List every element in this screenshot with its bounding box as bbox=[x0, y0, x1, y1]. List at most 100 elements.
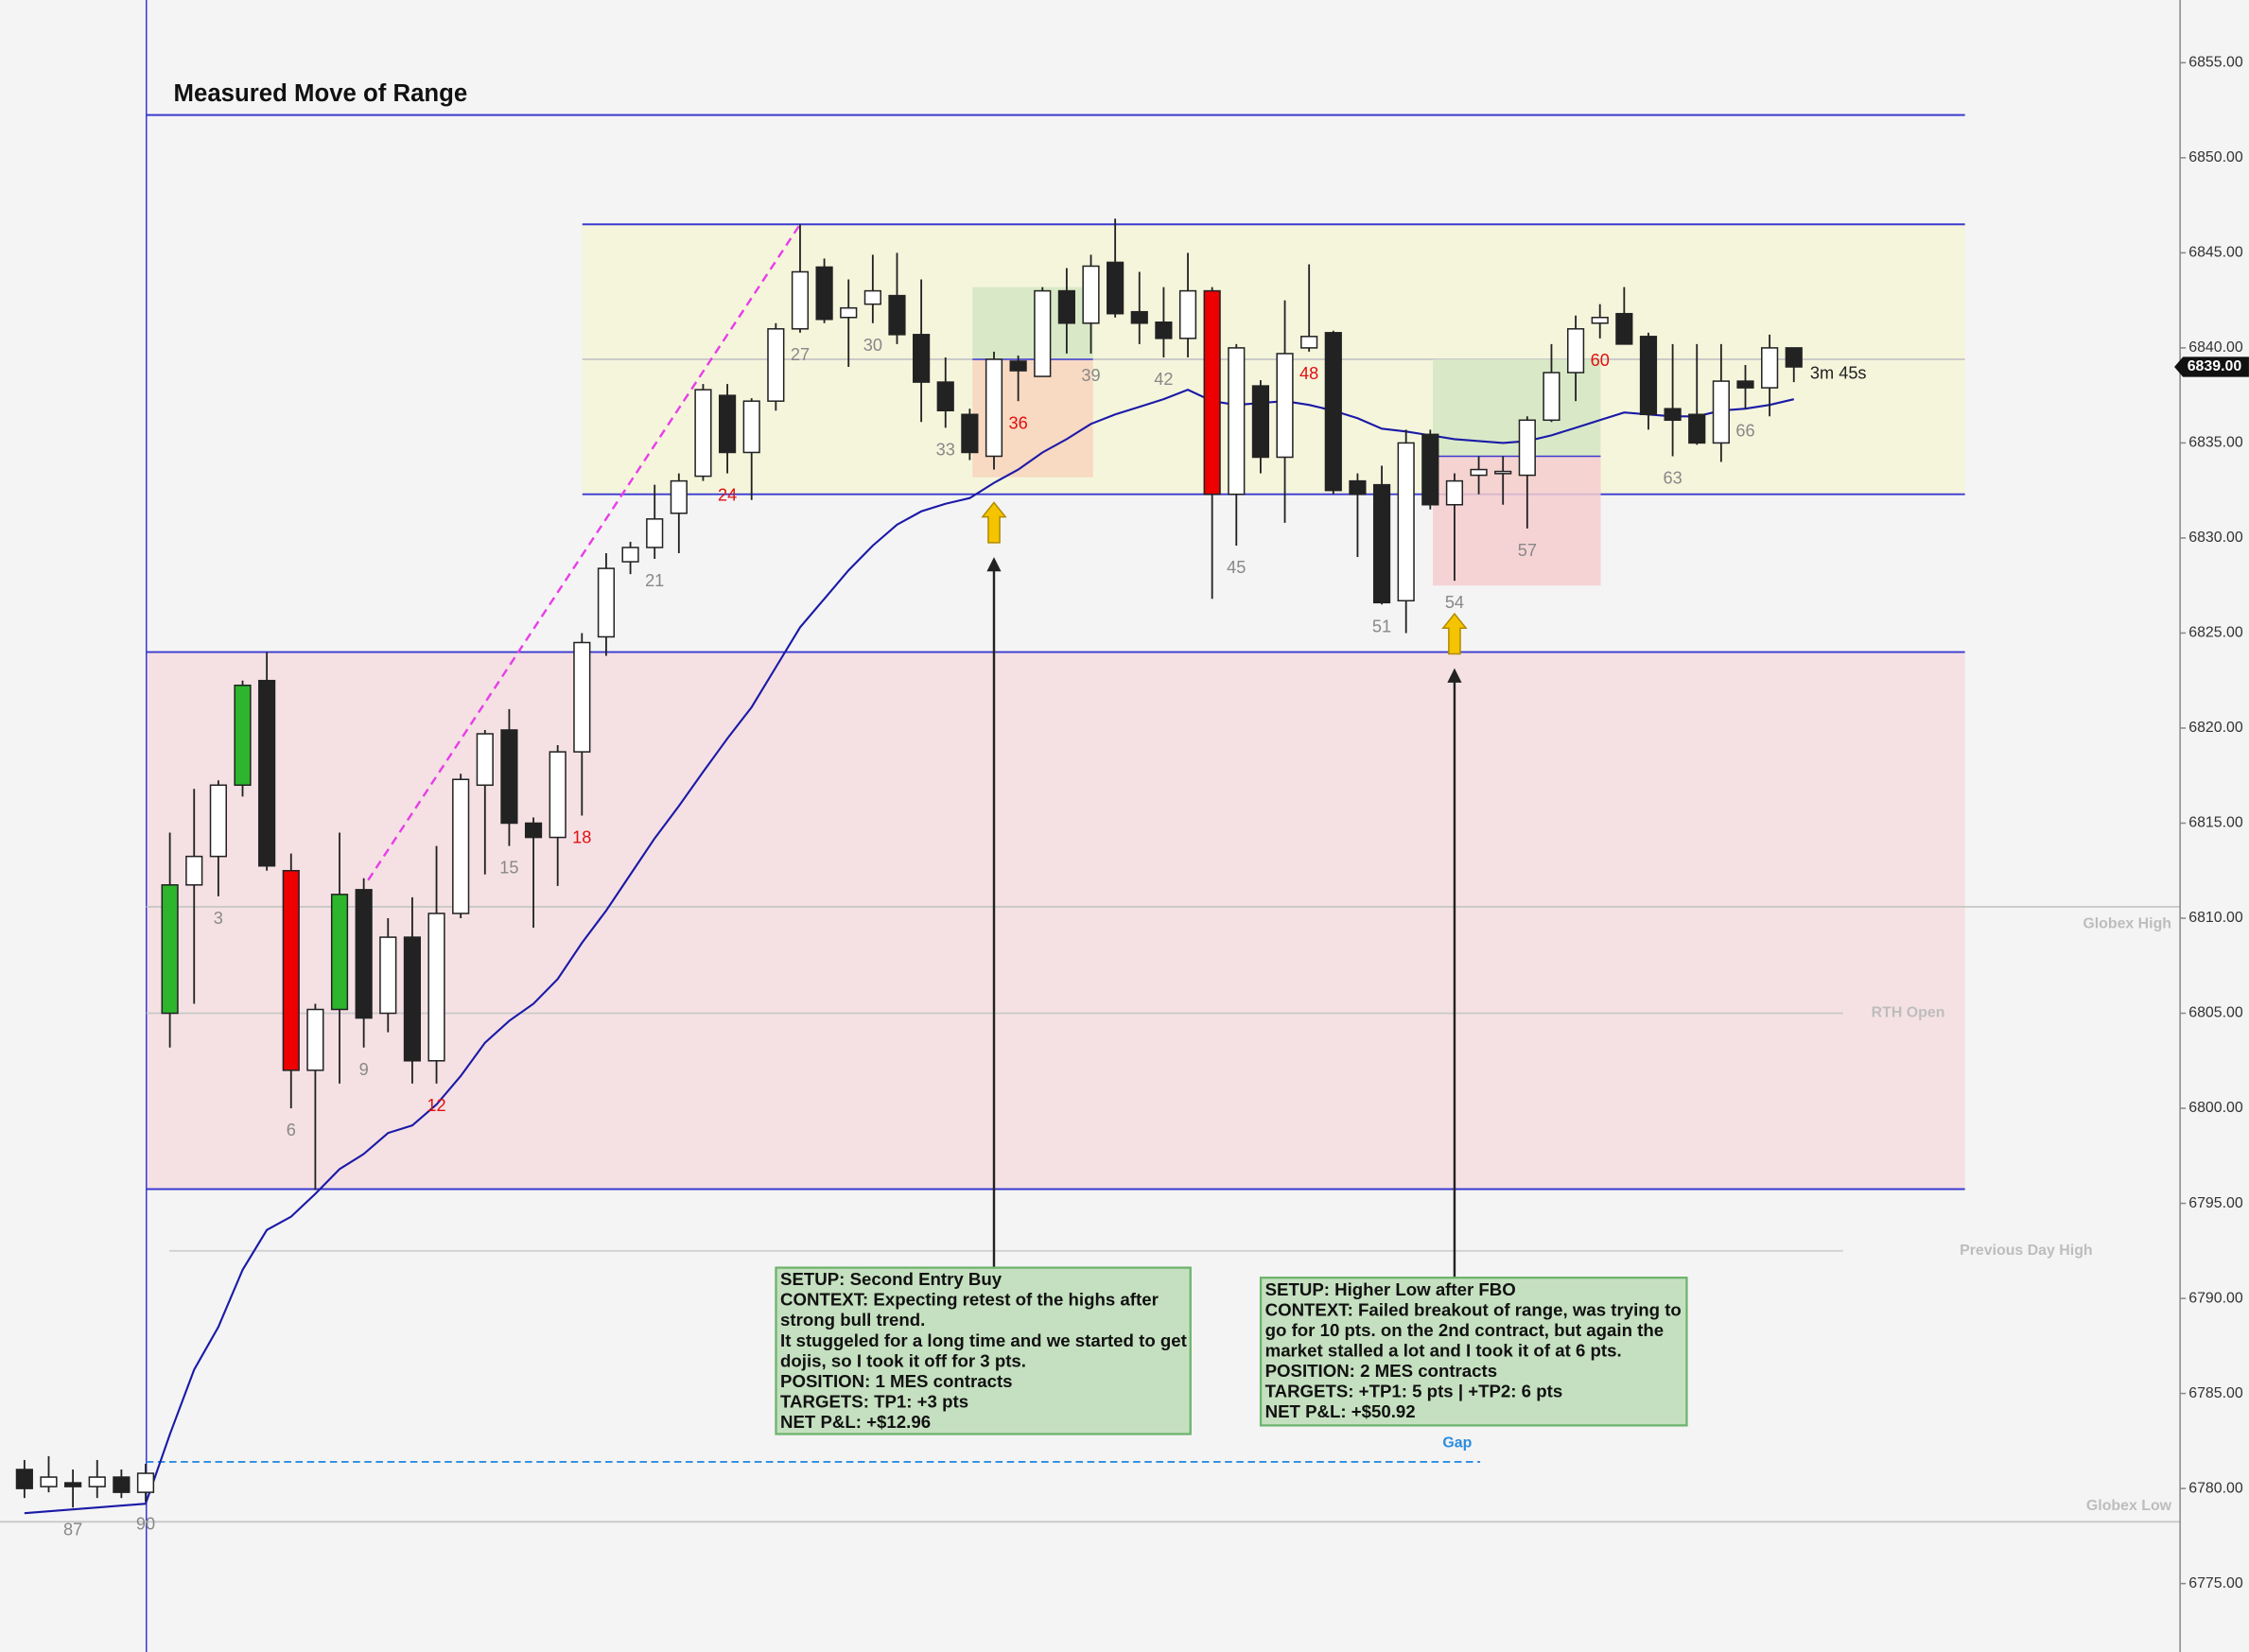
signal-arrow bbox=[981, 501, 1007, 544]
bar-number: 45 bbox=[1227, 558, 1246, 577]
y-tick-label: 6800.00 bbox=[2188, 1100, 2243, 1116]
candle-body bbox=[694, 389, 712, 478]
candle-body bbox=[88, 1476, 106, 1487]
candle-body bbox=[1107, 261, 1124, 315]
candle-body bbox=[306, 1008, 324, 1071]
candle-body bbox=[1494, 470, 1512, 475]
candle-body bbox=[1178, 289, 1197, 339]
annotation-text: dojis, so I took it off for 3 pts. bbox=[780, 1350, 1026, 1370]
candle-body bbox=[1034, 289, 1052, 377]
bar-number: 30 bbox=[863, 336, 882, 355]
candle-body bbox=[403, 936, 422, 1062]
callout-arrowhead bbox=[986, 557, 1002, 572]
candle-body bbox=[1470, 468, 1488, 477]
callout-arrowhead bbox=[1447, 668, 1462, 683]
y-tick-label: 6785.00 bbox=[2188, 1385, 2243, 1401]
candle-body bbox=[646, 518, 664, 548]
candle-body bbox=[815, 266, 833, 321]
bar-number: 21 bbox=[645, 571, 664, 590]
level-label: Globex Low bbox=[2086, 1498, 2172, 1514]
annotation-text: go for 10 pts. on the 2nd contract, but … bbox=[1265, 1320, 1665, 1340]
stop-box bbox=[1433, 456, 1601, 586]
candle-body bbox=[888, 294, 906, 336]
annotation-text: TARGETS: TP1: +3 pts bbox=[780, 1391, 968, 1411]
candle-body bbox=[961, 413, 979, 454]
candle-body bbox=[985, 358, 1003, 458]
y-tick-label: 6805.00 bbox=[2188, 1005, 2243, 1021]
bar-number: 3 bbox=[214, 909, 223, 928]
bar-number: 27 bbox=[791, 345, 810, 364]
annotation-text: market stalled a lot and I took it of at… bbox=[1265, 1340, 1622, 1360]
annotation-text: SETUP: Higher Low after FBO bbox=[1265, 1279, 1516, 1299]
candle-body bbox=[573, 641, 591, 753]
bar-number: 63 bbox=[1663, 469, 1682, 488]
level-label: Globex High bbox=[2083, 915, 2171, 931]
candle-body bbox=[1155, 321, 1173, 339]
candle-body bbox=[64, 1482, 82, 1487]
price-tag-label: 6839.00 bbox=[2188, 358, 2242, 374]
candle-body bbox=[742, 400, 760, 454]
y-tick-label: 6820.00 bbox=[2188, 720, 2243, 736]
bar-number: 54 bbox=[1445, 593, 1464, 612]
candle-body bbox=[234, 684, 252, 787]
bar-number: 42 bbox=[1154, 370, 1173, 389]
bar-number: 12 bbox=[427, 1096, 445, 1115]
bar-number: 87 bbox=[63, 1520, 82, 1539]
y-tick-label: 6810.00 bbox=[2188, 910, 2243, 926]
candle-body bbox=[913, 334, 931, 383]
y-tick-label: 6830.00 bbox=[2188, 530, 2243, 546]
annotation-text: POSITION: 1 MES contracts bbox=[780, 1371, 1012, 1391]
ema-line bbox=[24, 388, 1794, 1515]
candle-body bbox=[1445, 479, 1464, 506]
annotation-box bbox=[775, 1266, 1192, 1435]
candle-body bbox=[1397, 442, 1415, 602]
candle-body bbox=[1615, 312, 1633, 345]
bar-number: 33 bbox=[936, 440, 955, 459]
annotation-text: NET P&L: +$12.96 bbox=[780, 1412, 931, 1432]
bar-number: 36 bbox=[1009, 413, 1028, 432]
y-tick-label: 6835.00 bbox=[2188, 435, 2243, 451]
candle-body bbox=[767, 328, 785, 402]
candle-body bbox=[379, 936, 397, 1015]
candle-body bbox=[1591, 316, 1609, 324]
candle-body bbox=[1664, 408, 1682, 422]
candle-body bbox=[1082, 265, 1100, 324]
candle-body bbox=[524, 822, 543, 839]
candle-body bbox=[549, 751, 567, 839]
candle-body bbox=[355, 889, 373, 1019]
candle-body bbox=[1639, 336, 1658, 416]
candle-body bbox=[1518, 419, 1536, 477]
candle-body bbox=[1785, 347, 1803, 368]
bar-number: 48 bbox=[1299, 364, 1318, 383]
bar-number: 51 bbox=[1372, 617, 1391, 635]
bar-number: 66 bbox=[1735, 421, 1754, 440]
level-label: Previous Day High bbox=[1960, 1243, 2093, 1259]
candle-body bbox=[476, 733, 494, 787]
candle-body bbox=[621, 547, 639, 563]
candle-body bbox=[791, 270, 810, 330]
measured-move bbox=[367, 223, 801, 881]
range-zone bbox=[146, 652, 1965, 1190]
annotation-box bbox=[1259, 1277, 1688, 1427]
candle-body bbox=[670, 479, 688, 514]
y-tick-label: 6795.00 bbox=[2188, 1195, 2243, 1211]
y-tick-label: 6840.00 bbox=[2188, 339, 2243, 356]
level-label: RTH Open bbox=[1872, 1005, 1945, 1021]
y-tick-label: 6845.00 bbox=[2188, 245, 2243, 261]
y-tick-label: 6790.00 bbox=[2188, 1290, 2243, 1306]
candle-body bbox=[161, 884, 179, 1015]
chart-title: Measured Move of Range bbox=[174, 80, 468, 107]
candle-body bbox=[1736, 380, 1754, 389]
candle-body bbox=[282, 869, 300, 1071]
bar-number: 60 bbox=[1591, 351, 1610, 370]
candle-body bbox=[718, 394, 737, 454]
candle-body bbox=[330, 894, 349, 1011]
price-tag bbox=[2174, 356, 2249, 377]
candle-body bbox=[258, 679, 276, 867]
candle-body bbox=[1276, 353, 1294, 459]
candle-body bbox=[209, 784, 227, 858]
candle-body bbox=[1566, 328, 1585, 374]
bar-number: 24 bbox=[718, 486, 737, 505]
